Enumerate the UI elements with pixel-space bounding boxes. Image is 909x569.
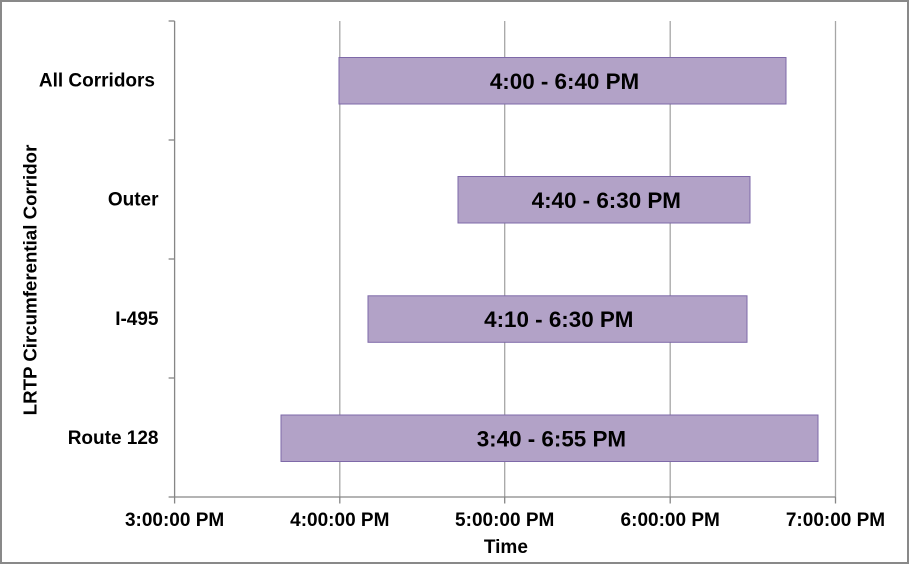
svg-text:3:00:00 PM: 3:00:00 PM [125, 510, 224, 531]
svg-text:All Corridors: All Corridors [39, 71, 155, 92]
svg-text:LRTP Circumferential Corridor: LRTP Circumferential Corridor [20, 145, 41, 416]
svg-text:Time: Time [484, 537, 528, 558]
svg-text:7:00:00 PM: 7:00:00 PM [786, 510, 885, 531]
svg-text:5:00:00 PM: 5:00:00 PM [455, 510, 554, 531]
svg-text:4:10 - 6:30 PM: 4:10 - 6:30 PM [484, 307, 633, 332]
svg-text:Outer: Outer [108, 190, 159, 211]
svg-text:3:40 - 6:55 PM: 3:40 - 6:55 PM [477, 426, 626, 451]
svg-text:4:40 - 6:30 PM: 4:40 - 6:30 PM [532, 188, 681, 213]
svg-text:6:00:00 PM: 6:00:00 PM [621, 510, 720, 531]
svg-text:Route 128: Route 128 [68, 428, 159, 449]
svg-text:4:00 - 6:40 PM: 4:00 - 6:40 PM [490, 69, 639, 94]
svg-text:I-495: I-495 [115, 309, 159, 330]
svg-text:4:00:00 PM: 4:00:00 PM [290, 510, 389, 531]
